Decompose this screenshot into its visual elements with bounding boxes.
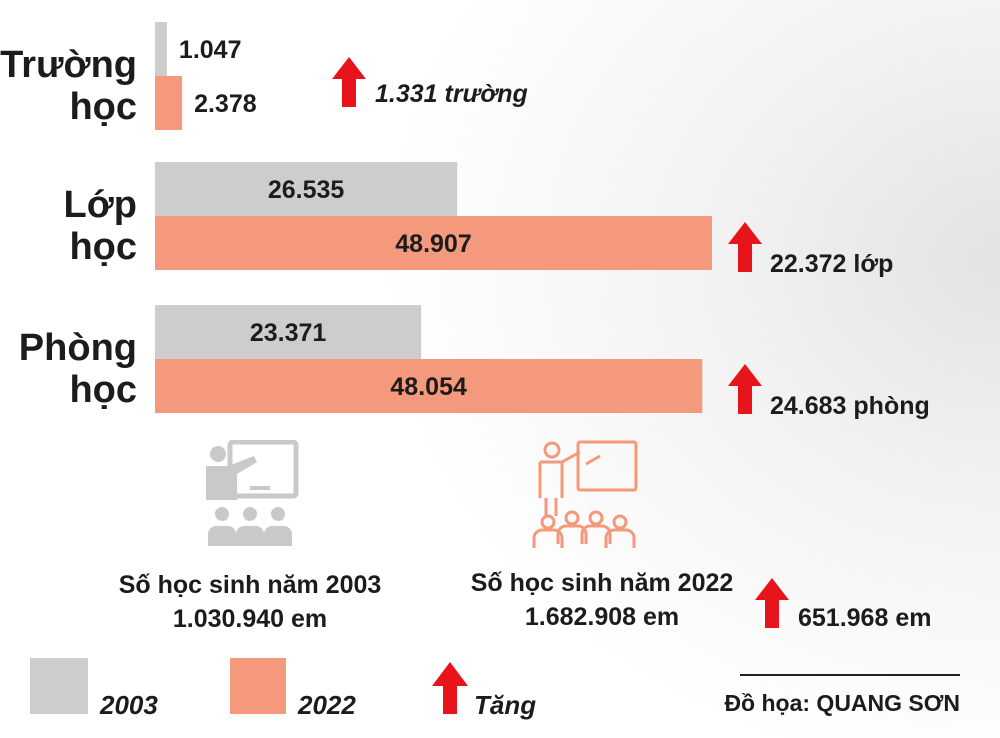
data-label-lop-hoc-2022: 48.907 — [395, 230, 471, 258]
category-label-phong-hoc: Phòng — [19, 327, 137, 369]
students-2003-caption: Số học sinh năm 2003 1.030.940 em — [100, 568, 400, 636]
data-label-phong-hoc-2022: 48.054 — [390, 373, 467, 401]
category-label-lop-hoc: Lớp — [64, 184, 137, 226]
bar-lop-hoc-2022 — [155, 216, 712, 270]
category-label-phong-hoc: học — [69, 369, 137, 411]
increase-arrow-truong-hoc-icon — [332, 57, 366, 107]
credit-divider — [740, 674, 960, 676]
increase-label-phong-hoc: 24.683 phòng — [770, 392, 930, 420]
legend-increase-arrow-icon — [432, 662, 468, 714]
bar-phong-hoc-2022 — [155, 359, 703, 413]
data-label-phong-hoc-2003: 23.371 — [250, 319, 327, 347]
bar-lop-hoc-2003 — [155, 162, 458, 216]
students-2022-caption: Số học sinh năm 2022 1.682.908 em — [452, 566, 752, 634]
students-increase-arrow-icon — [755, 578, 789, 628]
increase-arrow-phong-hoc-icon — [728, 364, 762, 414]
increase-label-truong-hoc: 1.331 trường — [375, 80, 528, 108]
legend-label-2022: 2022 — [298, 690, 356, 720]
data-label-truong-hoc-2003: 1.047 — [179, 36, 242, 64]
students-2003-title: Số học sinh năm 2003 — [118, 571, 382, 599]
data-label-truong-hoc-2022: 2.378 — [194, 90, 257, 118]
students-2003-value: 1.030.940 em — [172, 605, 328, 633]
students-increase-label: 651.968 em — [798, 604, 932, 632]
students-2022-title: Số học sinh năm 2022 — [470, 569, 734, 597]
increase-label-lop-hoc: 22.372 lớp — [770, 250, 893, 278]
legend-swatch-2003 — [30, 658, 88, 714]
legend-increase-label: Tăng — [474, 690, 537, 720]
bar-chart: Trườnghọc1.0472.378Lớphọc26.53548.907Phò… — [0, 22, 930, 420]
category-label-truong-hoc: học — [69, 86, 137, 128]
increase-arrow-lop-hoc-icon — [728, 222, 762, 272]
credit-text: Đồ họa: QUANG SƠN — [724, 690, 960, 716]
teacher-classroom-2022-icon — [530, 438, 642, 557]
teacher-classroom-2003-icon — [200, 439, 300, 557]
data-label-lop-hoc-2003: 26.535 — [268, 176, 345, 204]
legend-swatch-2022 — [230, 658, 286, 714]
bar-phong-hoc-2003 — [155, 305, 422, 359]
students-2022-value: 1.682.908 em — [524, 603, 680, 631]
bar-truong-hoc-2003 — [155, 22, 167, 76]
bar-truong-hoc-2022 — [155, 76, 183, 130]
category-label-truong-hoc: Trường — [0, 44, 137, 86]
category-label-lop-hoc: học — [69, 226, 137, 268]
legend-label-2003: 2003 — [100, 690, 158, 720]
